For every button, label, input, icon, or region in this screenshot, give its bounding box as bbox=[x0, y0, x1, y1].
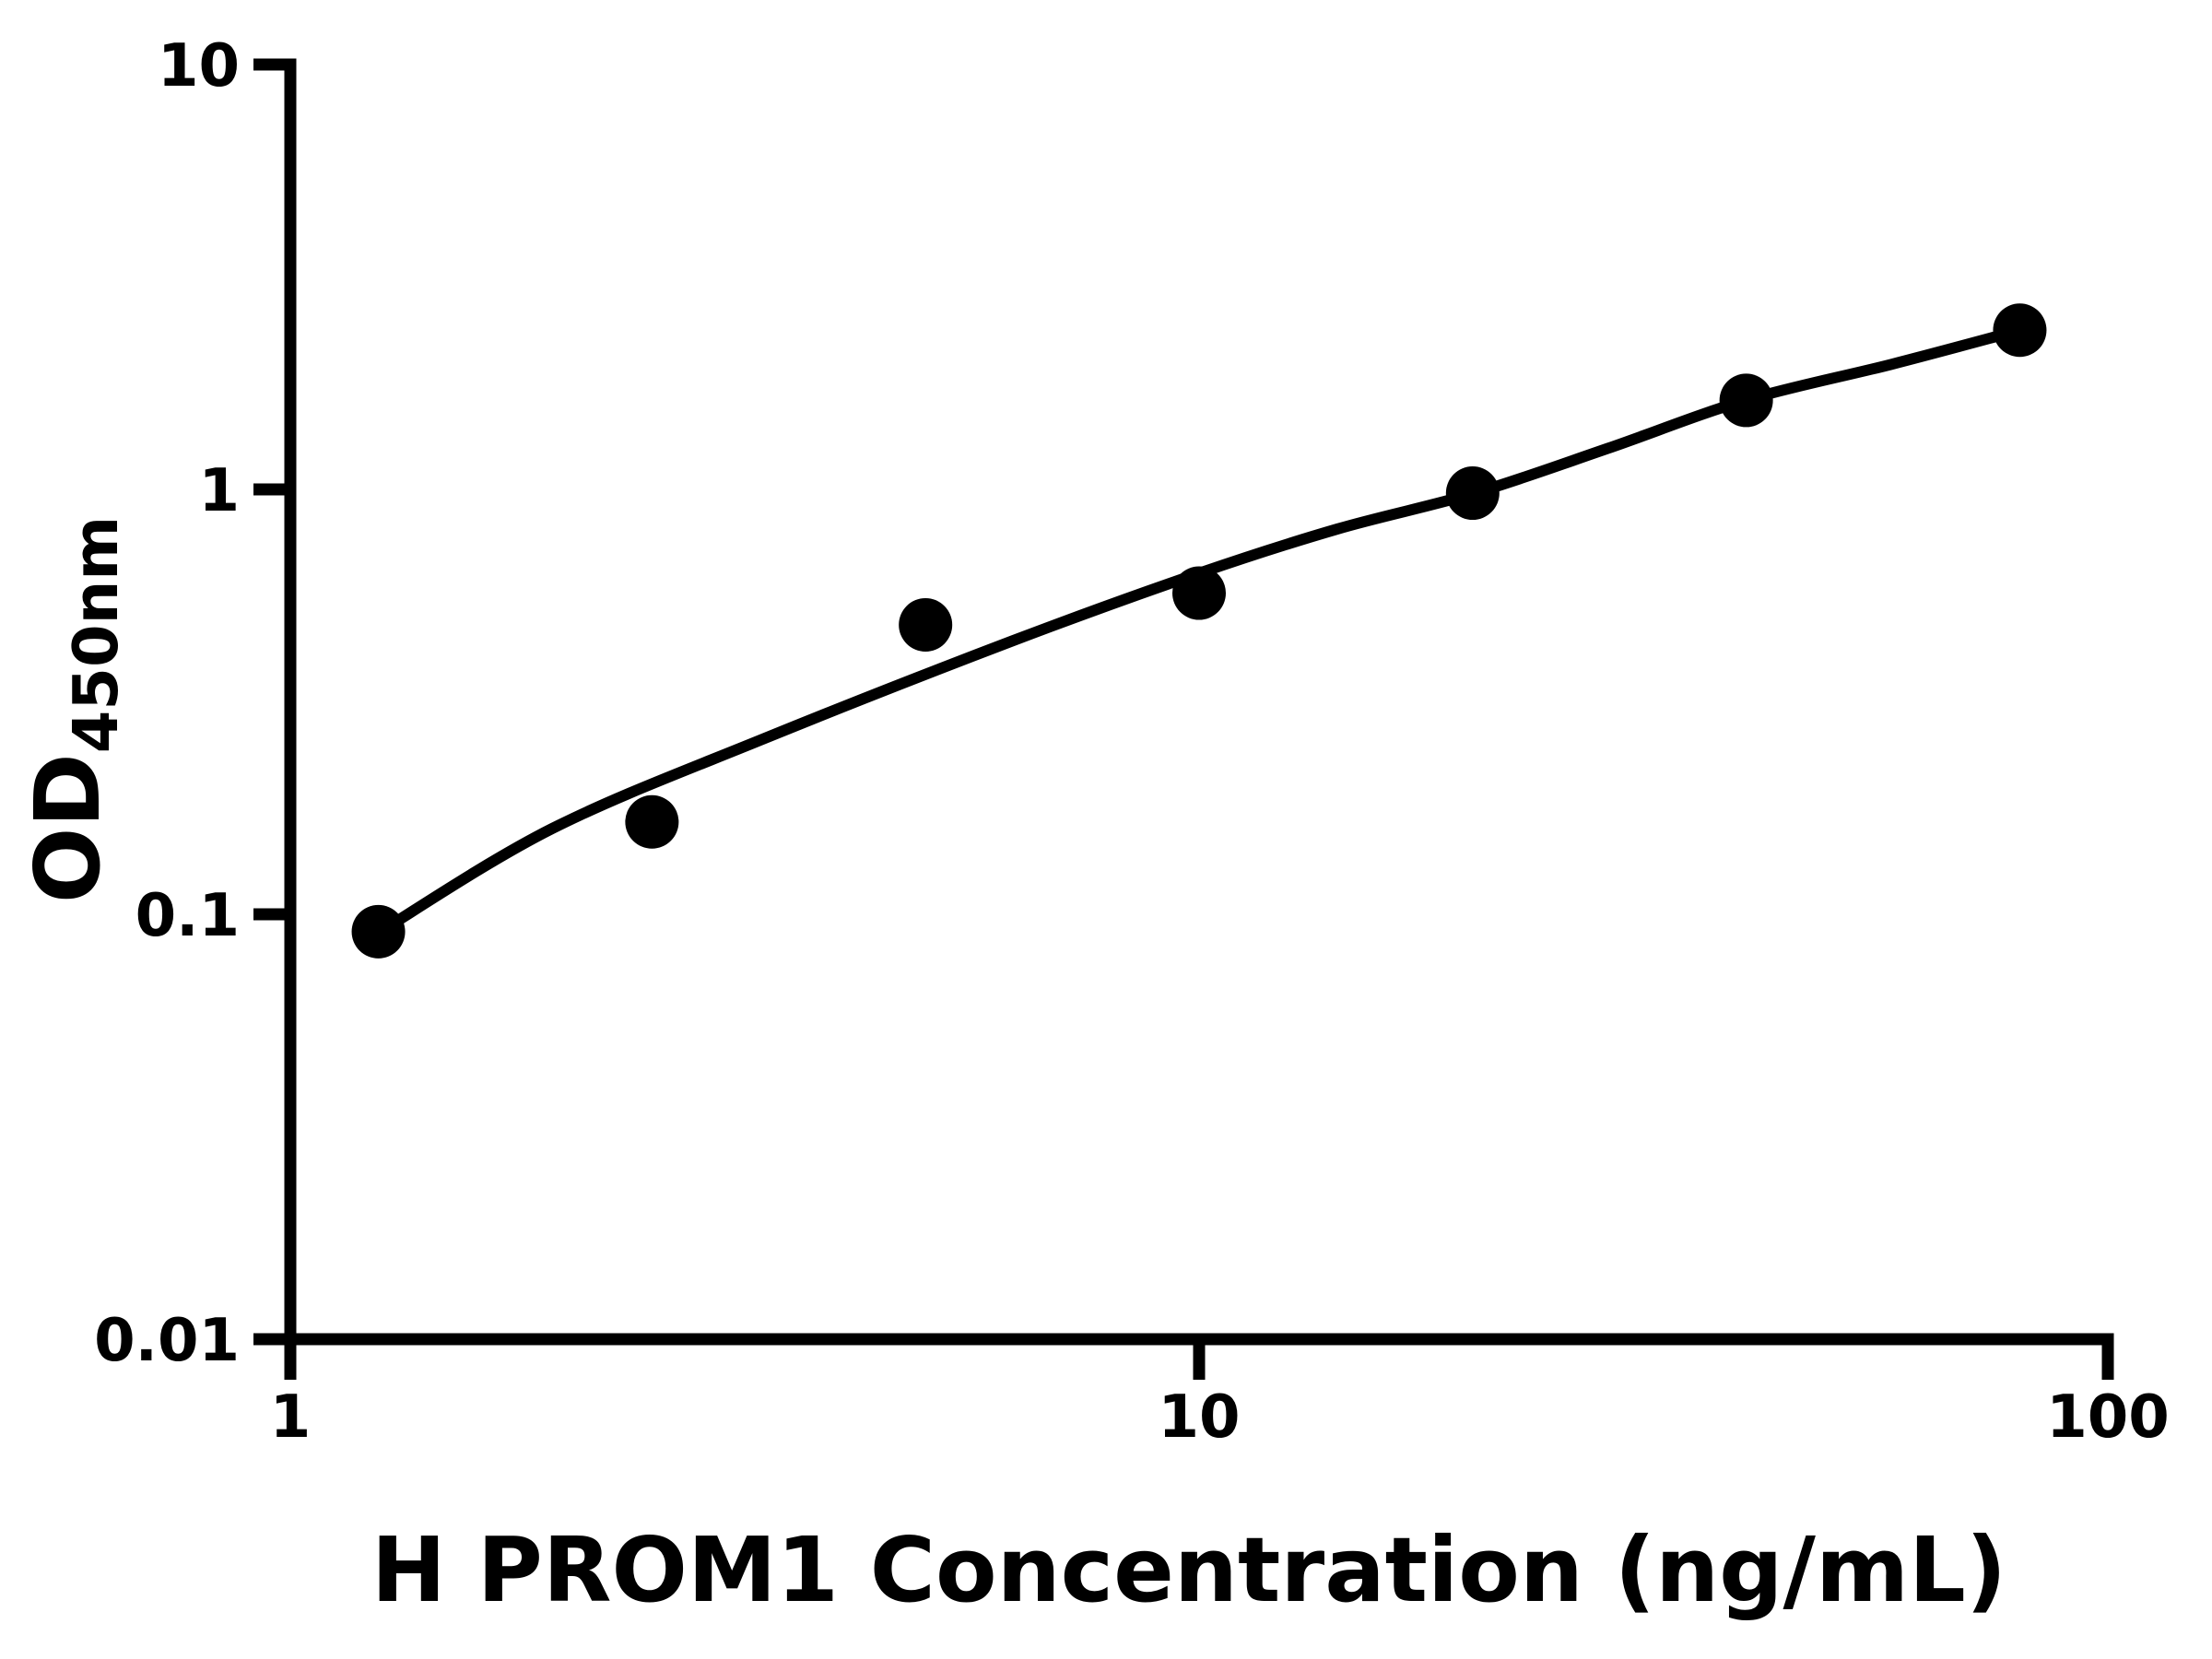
y-tick-label: 1 bbox=[198, 457, 240, 525]
data-points-group bbox=[351, 303, 2047, 959]
y-tick-label: 0.1 bbox=[135, 882, 240, 950]
data-point bbox=[1172, 566, 1226, 620]
axes-group bbox=[253, 58, 2114, 1380]
ticks-group: 1 10 100 0.01 0.1 1 10 bbox=[94, 32, 2170, 1452]
x-axis-title: H PROM1 Concentration (ng/mL) bbox=[371, 1518, 2006, 1622]
y-tick-label: 10 bbox=[158, 32, 240, 100]
x-tick-label: 100 bbox=[2046, 1383, 2170, 1452]
data-point bbox=[1719, 373, 1773, 428]
data-point bbox=[1445, 466, 1500, 521]
y-tick-label: 0.01 bbox=[94, 1307, 240, 1375]
x-tick-label: 1 bbox=[270, 1383, 312, 1452]
y-axis-title: OD450nm bbox=[16, 516, 132, 903]
data-point bbox=[351, 904, 406, 959]
y-axis-title-subscript: 450nm bbox=[60, 516, 132, 753]
data-point bbox=[625, 794, 679, 849]
data-point bbox=[1993, 303, 2047, 358]
x-tick-label: 10 bbox=[1158, 1383, 1240, 1452]
fit-curve-group bbox=[372, 324, 2026, 938]
fit-curve bbox=[372, 324, 2026, 938]
data-point bbox=[899, 597, 953, 652]
y-axis-title-main: OD bbox=[16, 753, 120, 903]
